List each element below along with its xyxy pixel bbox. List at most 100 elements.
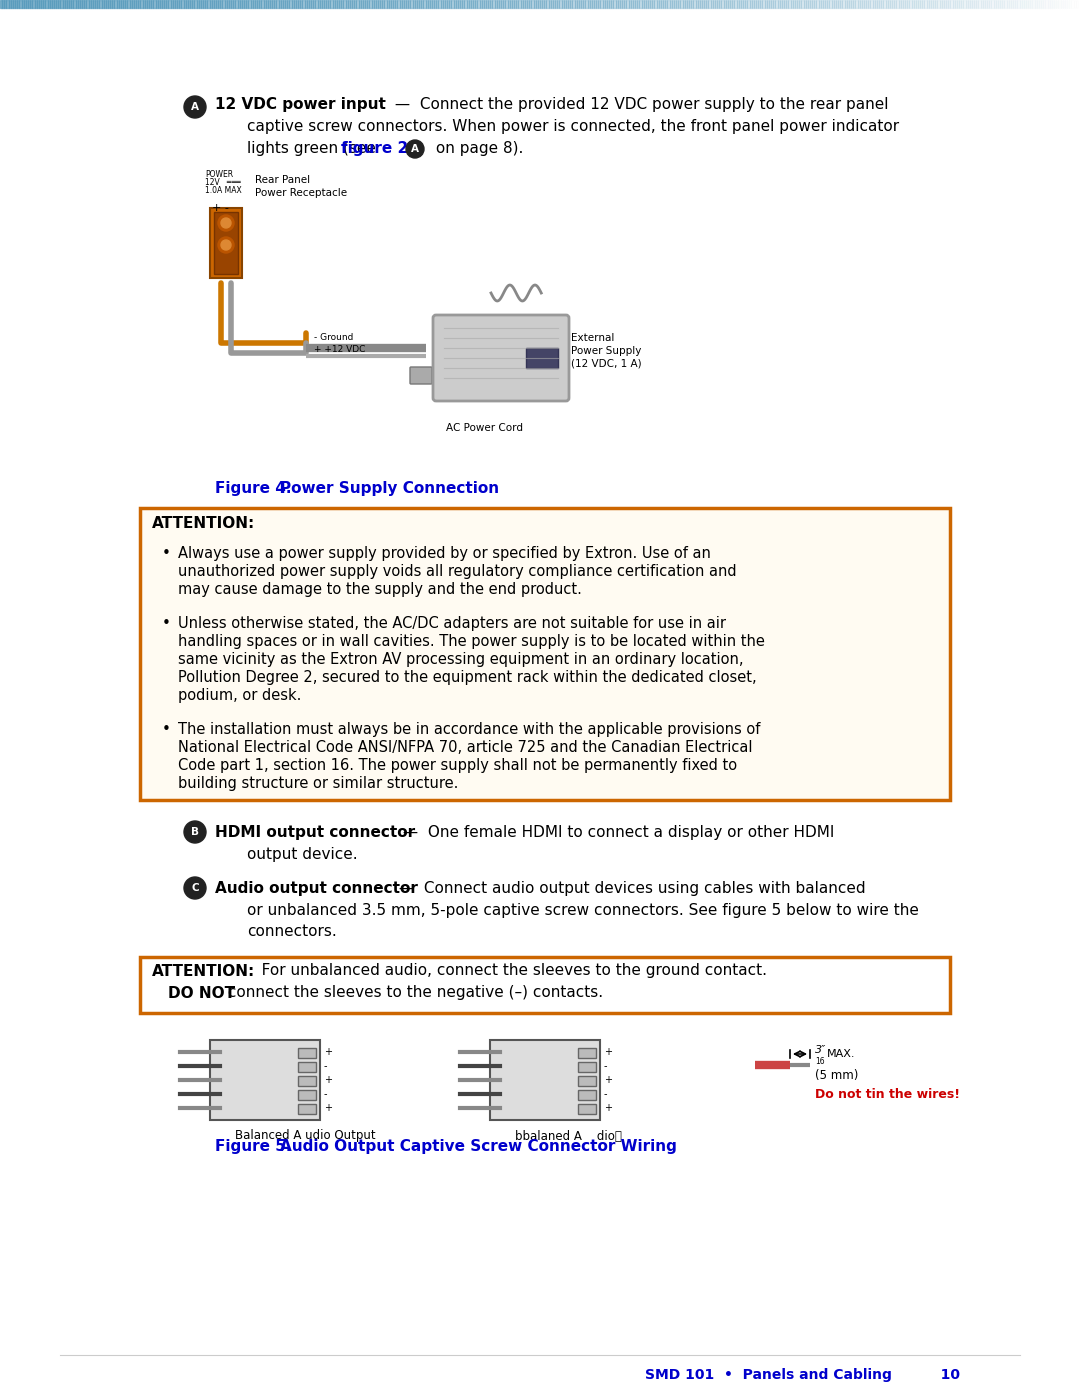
Bar	[445, 0, 447, 8]
Bar	[322, 0, 324, 8]
Bar	[458, 0, 460, 8]
Bar	[443, 0, 445, 8]
Bar	[501, 0, 503, 8]
Bar	[868, 0, 870, 8]
Bar	[661, 0, 663, 8]
Bar	[877, 0, 879, 8]
Bar	[914, 0, 916, 8]
Bar	[797, 0, 799, 8]
Bar	[598, 0, 600, 8]
Bar	[441, 0, 443, 8]
Bar	[326, 0, 328, 8]
Bar	[82, 0, 84, 8]
Bar	[983, 0, 985, 8]
Bar	[853, 0, 855, 8]
Bar	[866, 0, 868, 8]
Bar	[477, 0, 480, 8]
Bar	[771, 0, 773, 8]
Bar	[222, 0, 225, 8]
Bar	[858, 0, 860, 8]
Bar	[337, 0, 339, 8]
Bar	[309, 0, 311, 8]
Bar	[97, 0, 99, 8]
Bar	[542, 0, 544, 8]
Text: Figure 5.: Figure 5.	[215, 1140, 292, 1154]
Bar	[1056, 0, 1058, 8]
Bar	[680, 0, 683, 8]
Bar	[518, 0, 521, 8]
Bar	[130, 0, 132, 8]
Text: Rear Panel: Rear Panel	[255, 175, 310, 184]
Bar	[300, 0, 302, 8]
Bar	[512, 0, 514, 8]
Bar	[460, 0, 462, 8]
Bar	[991, 0, 994, 8]
Bar	[836, 0, 838, 8]
Bar	[253, 0, 255, 8]
Bar	[685, 0, 687, 8]
Bar	[184, 0, 186, 8]
Bar	[821, 0, 823, 8]
Bar	[888, 0, 890, 8]
Bar	[829, 0, 832, 8]
Text: POWER: POWER	[205, 170, 233, 179]
Bar	[104, 0, 106, 8]
Bar	[359, 0, 361, 8]
Bar	[521, 0, 523, 8]
Bar	[834, 0, 836, 8]
Bar	[171, 0, 173, 8]
Bar	[1061, 0, 1063, 8]
Text: +: +	[324, 1076, 332, 1085]
Bar	[819, 0, 821, 8]
Bar	[827, 0, 829, 8]
Bar	[737, 0, 739, 8]
Bar	[48, 0, 50, 8]
Bar	[22, 0, 24, 8]
Bar	[553, 0, 555, 8]
Bar	[151, 0, 153, 8]
Bar	[436, 0, 438, 8]
Bar	[700, 0, 702, 8]
Bar	[367, 0, 369, 8]
Circle shape	[221, 240, 231, 250]
Bar	[76, 0, 78, 8]
Text: HDMI output connector: HDMI output connector	[215, 824, 415, 840]
Bar	[976, 0, 978, 8]
Bar	[687, 0, 689, 8]
Bar	[56, 0, 58, 8]
Text: A: A	[191, 102, 199, 112]
Bar	[901, 0, 903, 8]
Bar	[631, 0, 633, 8]
Bar	[728, 0, 730, 8]
Text: Always use a power supply provided by or specified by Extron. Use of an: Always use a power supply provided by or…	[178, 546, 711, 562]
Bar	[95, 0, 97, 8]
Bar	[15, 0, 17, 8]
Bar	[462, 0, 464, 8]
Bar	[181, 0, 184, 8]
Bar	[106, 0, 108, 8]
Bar	[605, 0, 607, 8]
Bar	[717, 0, 719, 8]
Text: 16: 16	[815, 1058, 825, 1066]
Bar	[210, 0, 212, 8]
Text: connect the sleeves to the negative (–) contacts.: connect the sleeves to the negative (–) …	[222, 985, 603, 1000]
Bar	[529, 0, 531, 8]
Bar	[307, 0, 309, 8]
Bar	[959, 0, 961, 8]
Bar	[235, 0, 238, 8]
Bar	[114, 0, 117, 8]
Bar	[918, 0, 920, 8]
Bar	[609, 0, 611, 8]
Bar	[125, 0, 127, 8]
Bar	[1045, 0, 1048, 8]
FancyBboxPatch shape	[578, 1090, 596, 1099]
Bar	[203, 0, 205, 8]
Bar	[1074, 0, 1076, 8]
Bar	[920, 0, 922, 8]
Bar	[119, 0, 121, 8]
Text: captive screw connectors. When power is connected, the front panel power indicat: captive screw connectors. When power is …	[247, 120, 900, 134]
Text: ATTENTION:: ATTENTION:	[152, 964, 255, 978]
Bar	[667, 0, 670, 8]
Bar	[471, 0, 473, 8]
Bar	[683, 0, 685, 8]
